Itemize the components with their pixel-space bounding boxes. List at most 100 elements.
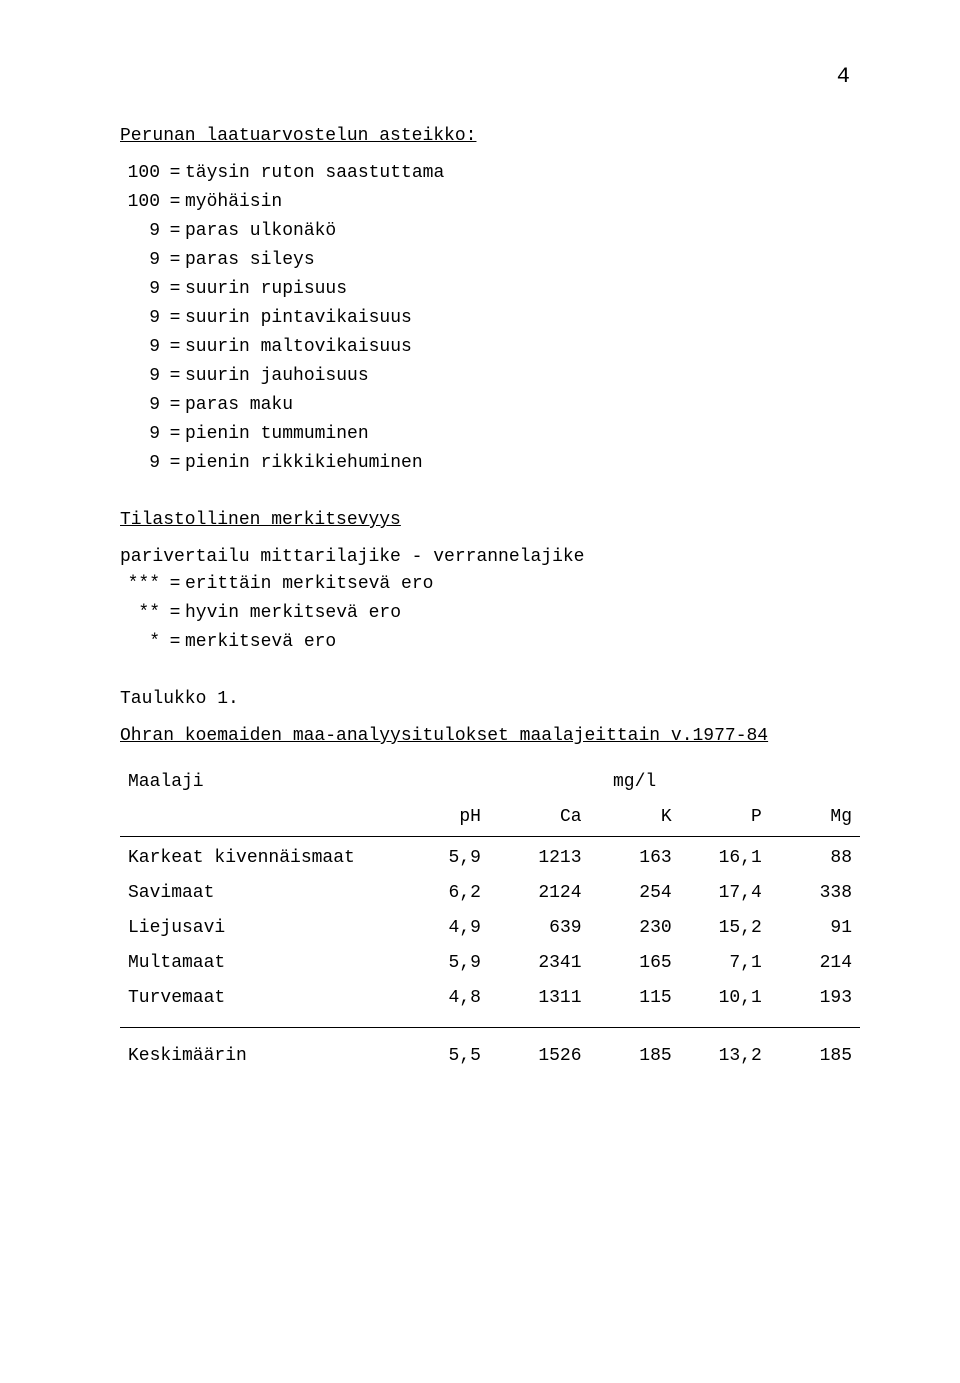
scale-lhs: 9 [120, 276, 165, 303]
significance-lhs: *** [120, 571, 165, 598]
table-cell: 230 [590, 911, 680, 946]
table-cell: 639 [489, 911, 590, 946]
scale-rhs: paras ulkonäkö [185, 218, 860, 245]
scale-lhs: 9 [120, 392, 165, 419]
footer-cell-ph: 5,5 [399, 1028, 489, 1075]
column-header-empty [680, 765, 770, 800]
table-row: Savimaat6,2212425417,4338 [120, 876, 860, 911]
column-header-empty [399, 765, 489, 800]
scale-row: 9=paras maku [120, 392, 860, 419]
table-cell: 165 [590, 946, 680, 981]
column-header-ca: Ca [489, 800, 590, 837]
significance-rhs: erittäin merkitsevä ero [185, 571, 860, 598]
table-cell: Liejusavi [120, 911, 399, 946]
scale-rhs: myöhäisin [185, 189, 860, 216]
scale-rhs: suurin pintavikaisuus [185, 305, 860, 332]
equals-sign: = [165, 334, 185, 361]
table-cell: 2341 [489, 946, 590, 981]
scale-rhs: paras sileys [185, 247, 860, 274]
column-header-k: K [590, 800, 680, 837]
scale-row: 100=myöhäisin [120, 189, 860, 216]
table-cell: 1311 [489, 981, 590, 1028]
scale-row: 100=täysin ruton saastuttama [120, 160, 860, 187]
equals-sign: = [165, 571, 185, 598]
table-cell: 1213 [489, 837, 590, 877]
table-cell: 338 [770, 876, 860, 911]
table-title: Taulukko 1. [120, 686, 860, 713]
equals-sign: = [165, 276, 185, 303]
table-cell: 214 [770, 946, 860, 981]
equals-sign: = [165, 600, 185, 627]
scale-lhs: 9 [120, 305, 165, 332]
table-cell: 4,9 [399, 911, 489, 946]
table-row: Liejusavi4,963923015,291 [120, 911, 860, 946]
scale-row: 9=suurin pintavikaisuus [120, 305, 860, 332]
significance-subheading: parivertailu mittarilajike - verrannelaj… [120, 544, 860, 571]
table-cell: Multamaat [120, 946, 399, 981]
scale-lhs: 9 [120, 450, 165, 477]
table-cell: 16,1 [680, 837, 770, 877]
table-cell: Turvemaat [120, 981, 399, 1028]
table-cell: 115 [590, 981, 680, 1028]
significance-row: *=merkitsevä ero [120, 629, 860, 656]
scale-row: 9=paras sileys [120, 247, 860, 274]
column-header-mg: Mg [770, 800, 860, 837]
scale-rhs: suurin maltovikaisuus [185, 334, 860, 361]
equals-sign: = [165, 305, 185, 332]
scale-lhs: 100 [120, 160, 165, 187]
significance-row: **=hyvin merkitsevä ero [120, 600, 860, 627]
equals-sign: = [165, 392, 185, 419]
scale-row: 9=suurin jauhoisuus [120, 363, 860, 390]
footer-cell-mg: 185 [770, 1028, 860, 1075]
table-row: Multamaat5,923411657,1214 [120, 946, 860, 981]
scale-row: 9=suurin maltovikaisuus [120, 334, 860, 361]
table-header-row-2: pH Ca K P Mg [120, 800, 860, 837]
unit-label: mg/l [590, 765, 680, 800]
equals-sign: = [165, 363, 185, 390]
table-cell: 88 [770, 837, 860, 877]
footer-cell-label: Keskimäärin [120, 1028, 399, 1075]
equals-sign: = [165, 421, 185, 448]
equals-sign: = [165, 160, 185, 187]
scale-row: 9=pienin rikkikiehuminen [120, 450, 860, 477]
scale-lhs: 9 [120, 247, 165, 274]
column-header-empty [489, 765, 590, 800]
significance-rhs: hyvin merkitsevä ero [185, 600, 860, 627]
scale-rhs: täysin ruton saastuttama [185, 160, 860, 187]
scale-row: 9=pienin tummuminen [120, 421, 860, 448]
scale-lhs: 9 [120, 421, 165, 448]
equals-sign: = [165, 247, 185, 274]
equals-sign: = [165, 218, 185, 245]
page-number: 4 [120, 60, 860, 93]
column-header-maalaji: Maalaji [120, 765, 399, 800]
table-cell: 7,1 [680, 946, 770, 981]
table-row: Karkeat kivennäismaat5,9121316316,188 [120, 837, 860, 877]
equals-sign: = [165, 629, 185, 656]
equals-sign: = [165, 189, 185, 216]
table-cell: 254 [590, 876, 680, 911]
table-subtitle: Ohran koemaiden maa-analyysitulokset maa… [120, 723, 860, 750]
soil-analysis-table: Maalaji mg/l pH Ca K P Mg Karkeat kivenn… [120, 765, 860, 1074]
footer-cell-ca: 1526 [489, 1028, 590, 1075]
column-header-empty [120, 800, 399, 837]
column-header-ph: pH [399, 800, 489, 837]
significance-heading: Tilastollinen merkitsevyys [120, 507, 860, 534]
scale-row: 9=suurin rupisuus [120, 276, 860, 303]
column-header-p: P [680, 800, 770, 837]
table-cell: Savimaat [120, 876, 399, 911]
footer-cell-k: 185 [590, 1028, 680, 1075]
table-row: Turvemaat4,8131111510,1193 [120, 981, 860, 1028]
table-cell: 10,1 [680, 981, 770, 1028]
scale-lhs: 9 [120, 218, 165, 245]
scale-rhs: suurin rupisuus [185, 276, 860, 303]
table-cell: 5,9 [399, 837, 489, 877]
significance-lhs: * [120, 629, 165, 656]
significance-lhs: ** [120, 600, 165, 627]
table-cell: 163 [590, 837, 680, 877]
table-cell: 4,8 [399, 981, 489, 1028]
table-cell: Karkeat kivennäismaat [120, 837, 399, 877]
significance-row: ***=erittäin merkitsevä ero [120, 571, 860, 598]
scale-lhs: 9 [120, 363, 165, 390]
table-cell: 91 [770, 911, 860, 946]
significance-rhs: merkitsevä ero [185, 629, 860, 656]
